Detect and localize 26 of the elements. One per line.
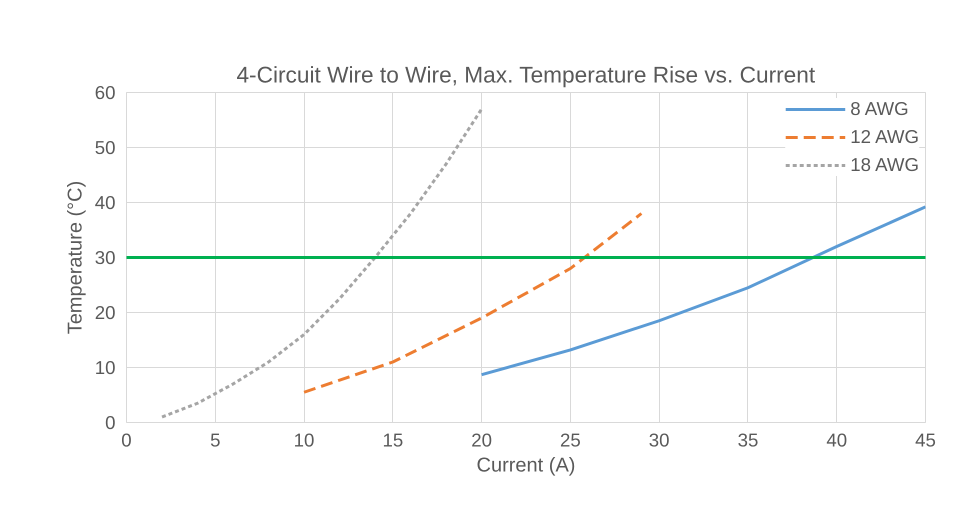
x-tick-label: 45	[915, 430, 936, 450]
line-series	[480, 205, 926, 376]
y-tick-label: 0	[105, 412, 116, 433]
x-tick-label: 0	[121, 430, 132, 450]
legend-label: 18 AWG	[850, 154, 919, 176]
y-tick-label: 60	[94, 82, 116, 103]
y-tick-label: 20	[94, 302, 116, 323]
y-tick-label: 50	[94, 137, 116, 158]
y-tick-label: 10	[94, 357, 116, 378]
x-tick-label: 5	[210, 430, 220, 450]
y-axis-title: Temperature (°C)	[64, 180, 87, 334]
legend-label: 12 AWG	[850, 126, 919, 148]
line-series	[302, 212, 643, 394]
x-tick-label: 35	[738, 430, 758, 450]
x-tick-label: 15	[382, 430, 404, 450]
x-tick-label: 40	[826, 430, 848, 450]
legend-label: 8 AWG	[850, 98, 909, 120]
x-axis-title: Current (A)	[476, 454, 576, 476]
line-series	[160, 108, 484, 418]
x-tick-label: 10	[294, 430, 314, 450]
x-tick-label: 25	[560, 430, 581, 450]
x-tick-label: 30	[648, 430, 670, 450]
x-tick-label: 20	[471, 430, 492, 450]
y-tick-label: 40	[94, 192, 116, 213]
chart-title: 4-Circuit Wire to Wire, Max. Temperature Rise vs. Current	[236, 62, 816, 88]
y-tick-label: 30	[94, 247, 116, 268]
